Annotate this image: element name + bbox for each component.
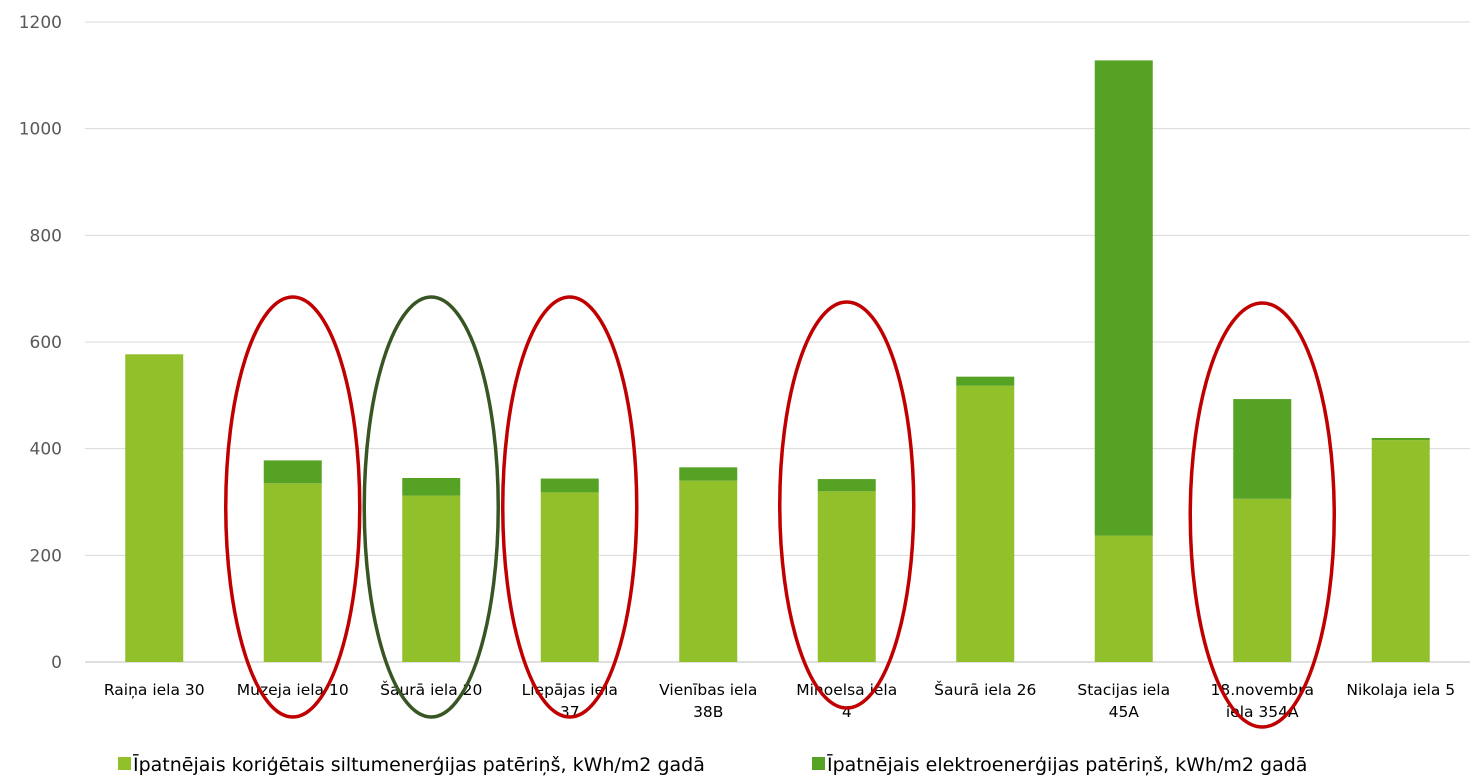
bar-segment-series-1: [679, 480, 738, 662]
bar-segment-series-1: [263, 483, 322, 662]
annotation-ellipse: [501, 295, 639, 719]
bar-segment-series-2: [1233, 399, 1292, 499]
bar-segment-series-2: [817, 479, 876, 492]
bar-segment-series-2: [1371, 438, 1430, 441]
annotation-ellipses: [224, 295, 1336, 729]
annotation-ellipse: [778, 300, 916, 710]
y-tick-label: 200: [30, 546, 62, 566]
bars: [125, 60, 1430, 662]
bar-segment-series-1: [817, 491, 876, 662]
category-label: Vienības iela: [659, 681, 757, 699]
category-label: Šaurā iela 26: [934, 680, 1036, 699]
bar-segment-series-1: [402, 495, 461, 662]
category-label: iela 354A: [1226, 703, 1299, 721]
category-label: Stacijas iela: [1077, 681, 1170, 699]
category-label: 18.novembra: [1211, 681, 1314, 699]
y-tick-label: 800: [30, 226, 62, 246]
bar-segment-series-1: [1094, 535, 1153, 662]
annotation-ellipse: [362, 295, 500, 719]
bar-segment-series-1: [125, 354, 184, 662]
bar-segment-series-2: [956, 376, 1015, 386]
legend-swatch: [812, 757, 825, 770]
bar-segment-series-1: [956, 385, 1015, 662]
category-label: Mihoelsa iela: [796, 681, 897, 699]
annotation-ellipse: [1188, 301, 1336, 729]
bar-segment-series-2: [1094, 60, 1153, 536]
y-axis-ticks: 0 200 400 600 800 1000 1200: [19, 13, 62, 673]
bar-segment-series-1: [540, 492, 599, 662]
y-tick-label: 1200: [19, 13, 62, 33]
legend-label: Īpatnējais elektroenerģijas patēriņš, kW…: [827, 752, 1307, 776]
category-label: Raiņa iela 30: [104, 681, 205, 699]
bar-segment-series-2: [540, 478, 599, 493]
x-axis-labels: Raiņa iela 30 Muzeja iela 10 Šaurā iela 20…: [104, 680, 1455, 721]
y-tick-label: 0: [51, 653, 62, 673]
bar-segment-series-1: [1371, 440, 1430, 662]
legend: Īpatnējais koriģētais siltumenerģijas pa…: [118, 752, 1307, 776]
category-label: Muzeja iela 10: [237, 681, 349, 699]
bar-segment-series-1: [1233, 498, 1292, 662]
y-tick-label: 400: [30, 440, 62, 460]
bar-segment-series-2: [263, 460, 322, 484]
annotation-ellipse: [224, 295, 362, 719]
legend-label: Īpatnējais koriģētais siltumenerģijas pa…: [133, 752, 705, 776]
category-label: 38B: [693, 703, 723, 721]
category-label: Nikolaja iela 5: [1346, 681, 1455, 699]
bar-segment-series-2: [402, 478, 461, 496]
category-label: Liepājas iela: [522, 681, 618, 699]
legend-swatch: [118, 757, 131, 770]
category-label: Šaurā iela 20: [380, 680, 482, 699]
category-label: 45A: [1109, 703, 1140, 721]
category-label: 4: [842, 703, 852, 721]
bar-segment-series-2: [679, 467, 738, 481]
y-tick-label: 600: [30, 333, 62, 353]
y-tick-label: 1000: [19, 120, 62, 140]
